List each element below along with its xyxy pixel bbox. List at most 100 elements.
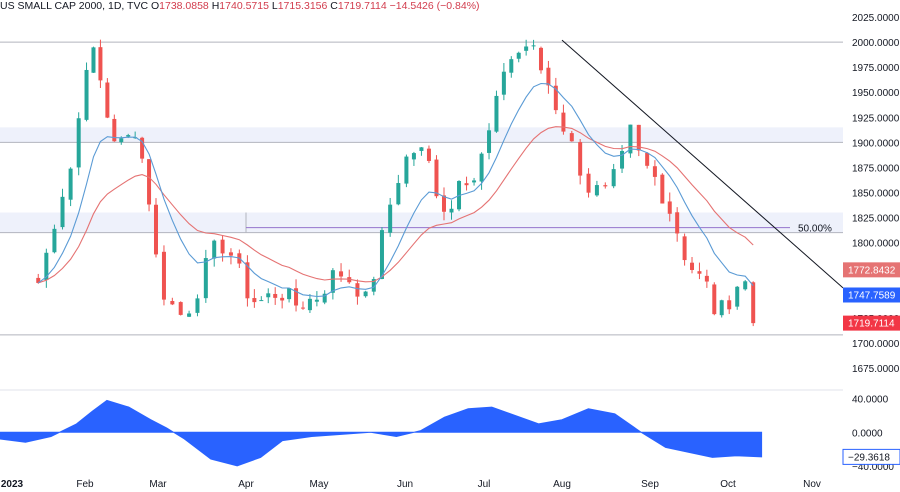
candle-body [479, 153, 484, 182]
slow-moving-average [38, 126, 754, 284]
oscillator-value-tag: −29.3618 [848, 452, 890, 463]
candle-body [719, 300, 724, 316]
candle-body [735, 286, 740, 307]
candle-body [388, 204, 393, 233]
candle-body [44, 252, 49, 280]
downtrend-line [561, 39, 844, 289]
candle-body [396, 183, 401, 205]
chart-header: US SMALL CAP 2000, 1D, TVC O1738.0858 H1… [0, 0, 480, 12]
candle-body [682, 236, 687, 261]
last-price-tag: 1719.7114 [848, 319, 895, 330]
candle-body [426, 148, 431, 161]
candle-body [449, 208, 454, 213]
candle-body [553, 85, 558, 111]
candle-body [355, 283, 360, 297]
fib-label: 50.00% [798, 224, 832, 235]
close-value: 1719.7114 [337, 0, 387, 12]
candle-body [660, 174, 665, 204]
candle-body [161, 251, 166, 300]
candle-body [228, 252, 233, 256]
candle-body [538, 47, 543, 71]
candle-body [339, 271, 344, 277]
close-label: C [330, 0, 338, 12]
candle-body [363, 291, 368, 297]
candle-body [704, 275, 709, 282]
change-value: −14.5426 (−0.84%) [389, 0, 480, 12]
candle-body [84, 69, 89, 120]
low-value: 1715.3156 [277, 0, 328, 12]
candle-body [586, 173, 591, 193]
open-label: O [150, 0, 160, 12]
candle-body [259, 300, 264, 302]
candle-body [280, 297, 285, 301]
candle-body [628, 124, 633, 154]
candle-body [52, 228, 57, 253]
candle-body [472, 180, 477, 183]
candle-body [569, 133, 574, 142]
candle-body [611, 169, 616, 187]
candle-body [322, 293, 327, 303]
time-tick-label: Aug [553, 479, 571, 490]
candle-body [524, 46, 529, 51]
support-zone-0 [0, 127, 843, 143]
candle-body [751, 282, 756, 324]
candle-body [441, 195, 446, 212]
time-tick-label: Jul [478, 479, 491, 490]
price-tick-label: 1950.0000 [852, 88, 900, 99]
price-tick-label: 2025.0000 [852, 13, 900, 24]
fast-ma-value-tag-box [843, 287, 900, 303]
low-label: L [271, 0, 278, 12]
time-tick-label: Jun [397, 479, 413, 490]
candle-body [434, 159, 439, 197]
candle-body [112, 118, 117, 142]
time-tick-label: Feb [76, 479, 94, 490]
time-tick-label: Oct [720, 479, 736, 490]
candle-body [170, 301, 175, 305]
candle-body [68, 168, 73, 200]
candle-body [652, 166, 657, 177]
time-tick-label: Apr [238, 479, 254, 490]
oscillator-tick-label: 0.0000 [852, 428, 883, 439]
price-tick-label: 1975.0000 [852, 63, 900, 74]
price-tick-label: 1925.0000 [852, 113, 900, 124]
candle-body [636, 124, 641, 151]
candle-body [411, 153, 416, 160]
candle-body [620, 150, 625, 169]
candle-body [516, 52, 521, 59]
price-tick-label: 1850.0000 [852, 188, 900, 199]
candle-body [501, 71, 506, 95]
candle-body [195, 298, 200, 313]
time-tick-label: Nov [803, 479, 821, 490]
price-tick-label: 1900.0000 [852, 138, 900, 149]
candle-body [697, 271, 702, 274]
candle-body [140, 137, 145, 159]
candle-body [419, 147, 424, 151]
symbol-label: US SMALL CAP 2000, 1D, TVC [0, 0, 149, 12]
fast-ma-value-tag: 1747.7589 [848, 290, 896, 301]
candle-body [91, 47, 96, 73]
candle-body [36, 277, 41, 283]
candle-body [252, 298, 257, 303]
time-tick-label: May [310, 479, 329, 490]
candle-body [314, 299, 319, 302]
candle-body [531, 45, 536, 47]
oscillator-area [0, 399, 763, 467]
candle-body [105, 82, 110, 118]
oscillator-tick-label: −40.0000 [852, 462, 894, 473]
candle-body [220, 239, 225, 254]
candle-body [487, 130, 492, 153]
candle-body [294, 288, 299, 306]
candle-body [178, 302, 183, 315]
candle-body [147, 159, 152, 205]
candle-body [743, 281, 748, 290]
candle-body [245, 262, 250, 299]
price-tick-label: 1825.0000 [852, 214, 900, 225]
candle-body [379, 230, 384, 279]
price-tick-label: 1700.0000 [852, 339, 900, 350]
candle-body [60, 196, 65, 228]
candle-body [603, 185, 608, 187]
price-tick-label: 1875.0000 [852, 163, 900, 174]
candle-body [300, 307, 305, 309]
candle-body [98, 47, 103, 81]
